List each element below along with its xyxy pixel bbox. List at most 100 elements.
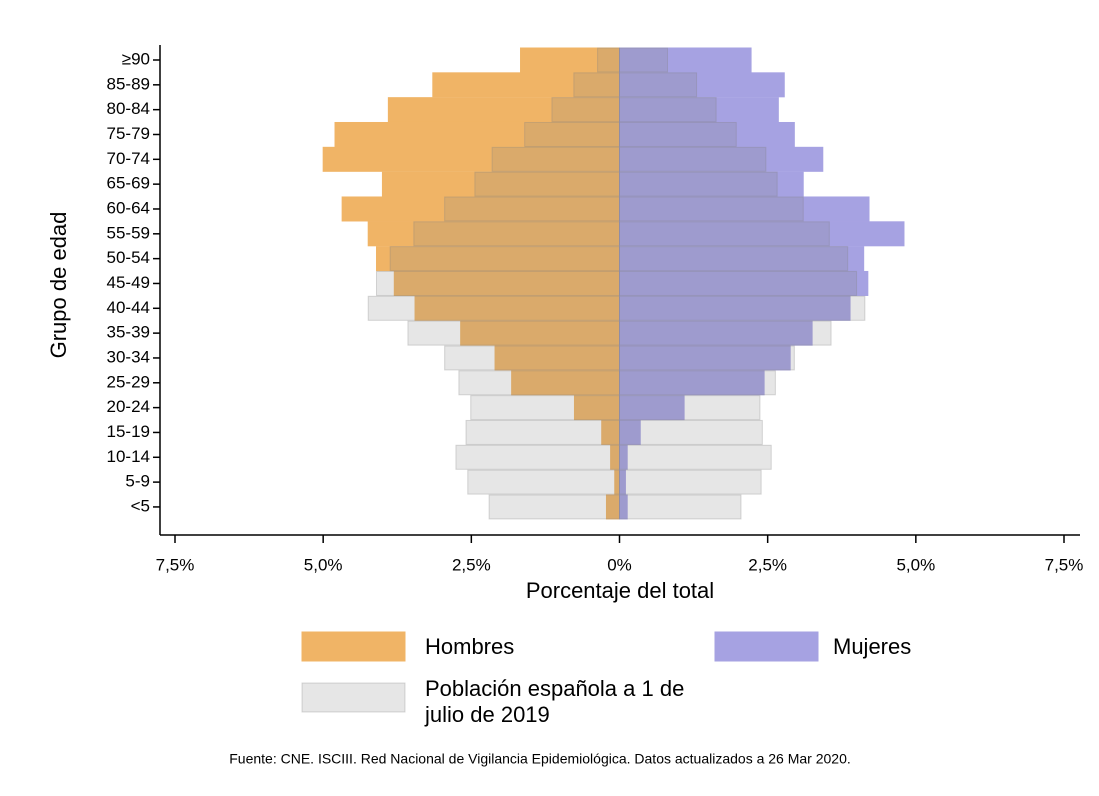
legend-label: Población española a 1 de julio de 2019: [425, 676, 685, 727]
y-tick-label: 55-59: [107, 223, 150, 242]
bar: [511, 370, 621, 396]
y-tick-label: <5: [131, 496, 150, 515]
y-tick-label: 85-89: [107, 74, 150, 93]
bar: [619, 47, 669, 73]
y-tick-label: 20-24: [107, 397, 150, 416]
legend-swatch: [301, 682, 406, 713]
bar: [619, 97, 717, 123]
y-tick-label: 75-79: [107, 124, 150, 143]
y-tick-label: 70-74: [107, 149, 150, 168]
bar: [322, 146, 620, 172]
y-tick-label: 45-49: [107, 273, 150, 292]
y-tick-label: 15-19: [107, 422, 150, 441]
bar: [619, 121, 737, 147]
bar: [619, 72, 785, 98]
bar: [619, 121, 795, 147]
bar: [407, 320, 620, 346]
y-tick-label: 5-9: [125, 472, 150, 491]
bar: [619, 419, 763, 445]
bar: [432, 72, 620, 98]
bar: [619, 146, 767, 172]
bar: [381, 171, 620, 197]
x-tick-label: 7,5%: [1045, 555, 1084, 574]
x-tick-label: 5,0%: [304, 555, 343, 574]
bar: [619, 221, 905, 247]
bar: [619, 469, 626, 495]
y-tick-label: 10-14: [107, 447, 150, 466]
bar: [460, 320, 621, 346]
bar: [470, 395, 620, 421]
bar: [474, 171, 621, 197]
x-tick-label: 5,0%: [896, 555, 935, 574]
bar: [367, 295, 620, 321]
x-axis-title: Porcentaje del total: [526, 578, 714, 603]
legend-swatch: [301, 631, 406, 662]
bar: [619, 72, 698, 98]
bar: [573, 72, 621, 98]
bar: [619, 246, 865, 272]
bar: [393, 270, 620, 296]
y-tick-label: ≥90: [122, 49, 150, 68]
bar: [619, 47, 752, 73]
bar: [619, 345, 795, 371]
x-tick-label: 7,5%: [156, 555, 195, 574]
bar: [376, 270, 620, 296]
bar: [367, 221, 620, 247]
y-axis-title: Grupo de edad: [46, 212, 71, 359]
bar: [444, 345, 620, 371]
bar: [413, 221, 620, 247]
legend-label: Hombres: [425, 634, 514, 659]
bar: [619, 395, 761, 421]
bar: [619, 146, 824, 172]
legend-label: Mujeres: [833, 634, 911, 659]
y-tick-label: 50-54: [107, 248, 150, 267]
x-tick-label: 0%: [607, 555, 632, 574]
bar: [619, 171, 804, 197]
x-tick-label: 2,5%: [748, 555, 787, 574]
bar: [619, 196, 870, 222]
bar: [619, 196, 804, 222]
bar: [619, 494, 742, 520]
source-note: Fuente: CNE. ISCIII. Red Nacional de Vig…: [229, 751, 851, 767]
y-tick-label: 35-39: [107, 323, 150, 342]
bar: [619, 444, 772, 470]
bar: [619, 295, 866, 321]
bar: [619, 419, 641, 445]
bar: [619, 444, 628, 470]
bar: [619, 370, 776, 396]
bar: [376, 246, 620, 272]
bar: [551, 97, 620, 123]
bar: [458, 370, 620, 396]
bar: [619, 221, 830, 247]
bar: [444, 196, 620, 222]
bar: [619, 320, 832, 346]
bar: [524, 121, 621, 147]
y-tick-label: 80-84: [107, 99, 150, 118]
bar: [619, 370, 765, 396]
y-tick-label: 25-29: [107, 372, 150, 391]
bar: [619, 295, 851, 321]
bar: [467, 469, 621, 495]
bar: [455, 444, 621, 470]
bar: [619, 270, 869, 296]
bar: [619, 469, 762, 495]
x-tick-label: 2,5%: [452, 555, 491, 574]
bar: [619, 97, 779, 123]
bar: [619, 395, 685, 421]
bar: [597, 47, 621, 73]
y-tick-label: 40-44: [107, 298, 150, 317]
bar: [619, 320, 813, 346]
bar: [619, 494, 628, 520]
bar: [389, 246, 620, 272]
bar: [619, 246, 849, 272]
bar: [619, 345, 791, 371]
bar: [488, 494, 621, 520]
y-tick-label: 30-34: [107, 347, 150, 366]
legend-swatch: [714, 631, 819, 662]
bar: [465, 419, 620, 445]
y-tick-label: 65-69: [107, 174, 150, 193]
bar: [520, 47, 620, 73]
bar: [387, 97, 620, 123]
